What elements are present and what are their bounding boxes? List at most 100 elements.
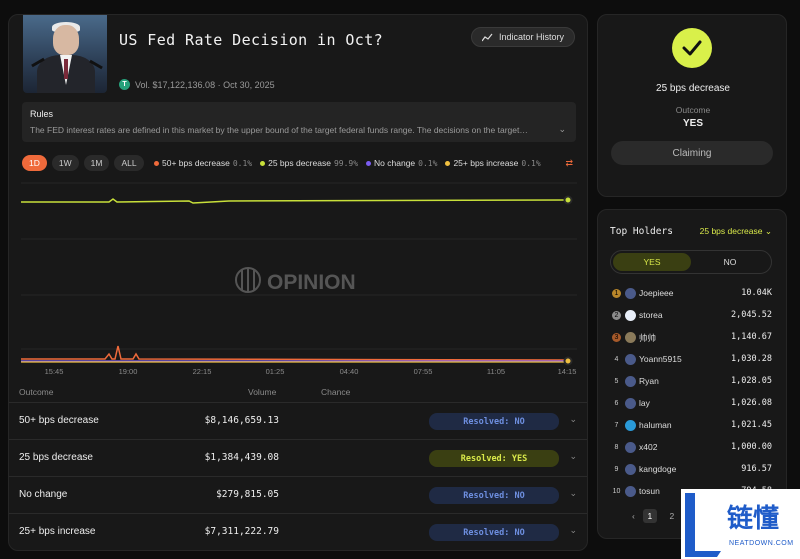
col-outcome: Outcome [19,387,54,397]
rank-badge: 7 [614,422,619,429]
col-volume: Volume [248,387,277,397]
legend-pct: 99.9% [333,158,359,168]
outcome-name: 25 bps decrease [19,452,93,463]
outcome-selector[interactable]: 25 bps decrease ⌄ [700,226,772,237]
holder-row[interactable]: 8 x402 1,000.00 [610,441,774,455]
holder-row[interactable]: 5 Ryan 1,028.05 [610,375,774,389]
x-tick: 01:25 [266,367,285,376]
holder-name: Ryan [639,376,659,386]
avatar [625,332,636,343]
prev-page-icon[interactable]: ‹ [632,511,635,521]
winning-outcome: 25 bps decrease [656,83,730,94]
outcome-volume: $7,311,222.79 [204,526,279,537]
holder-name: 帅帅 [639,333,657,343]
rank-badge: 3 [612,333,621,342]
outcome-volume: $279,815.05 [216,489,279,500]
holder-name: storea [639,310,663,320]
holder-row[interactable]: 4 Yoann5915 1,030.28 [610,353,774,367]
outcome-label: Outcome [675,105,711,115]
settings-sliders-icon[interactable]: ⇄ [565,158,573,168]
chevron-down-icon[interactable]: ⌄ [569,525,577,535]
legend-dot [445,160,451,166]
outcome-value: YES [682,118,703,129]
rules-text: The FED interest rates are defined in th… [30,125,528,135]
avatar [625,420,636,431]
market-panel: US Fed Rate Decision in Oct? Indicator H… [8,14,588,551]
market-title: US Fed Rate Decision in Oct? [119,31,384,49]
claiming-button[interactable]: Claiming [611,141,773,165]
resolved-badge: Resolved: YES [429,450,559,467]
legend-item: 50+ bps decrease 0.1% [154,158,252,168]
holder-row[interactable]: 3 帅帅 1,140.67 [610,331,774,345]
chart-legend: 50+ bps decrease 0.1% 25 bps decrease 99… [154,158,541,168]
indicator-history-button[interactable]: Indicator History [470,27,575,47]
holder-name: x402 [639,442,658,452]
x-tick: 19:00 [119,367,138,376]
holder-amount: 916.57 [741,464,772,474]
chevron-down-icon[interactable]: ⌄ [569,414,577,424]
rank-badge: 9 [614,466,619,473]
resolved-card: 25 bps decrease Outcome YES Claiming [597,14,787,197]
page-button[interactable]: 1 [642,509,657,523]
holder-amount: 1,140.67 [731,332,772,342]
holder-amount: 2,045.52 [731,310,772,320]
rank-badge: 10 [612,488,621,495]
outcome-row[interactable]: 50+ bps decrease $8,146,659.13 Resolved:… [9,403,587,440]
legend-pct: 0.1% [232,158,253,168]
market-image [23,15,107,93]
no-tab[interactable]: NO [723,257,737,267]
avatar [625,486,636,497]
outcome-volume: $8,146,659.13 [204,415,279,426]
tab-all[interactable]: ALL [114,155,144,171]
legend-label: No change [374,158,416,168]
rules-box[interactable]: Rules The FED interest rates are defined… [22,102,576,142]
holder-row[interactable]: 1 Joepieee 10.04K [610,287,774,301]
chevron-down-icon[interactable]: ⌄ [558,124,566,134]
rank-badge: 6 [614,400,619,407]
outcome-name: 50+ bps decrease [19,415,99,426]
series-line-25bps [21,198,570,204]
outcome-row[interactable]: No change $279,815.05 Resolved: NO ⌄ [9,477,587,514]
logo-cn: 链懂 [727,503,779,534]
legend-item: No change 0.1% [366,158,437,168]
yes-tab[interactable]: YES [613,253,691,271]
page-button[interactable]: 2 [669,511,675,521]
price-chart: OPINION 15:45 19:00 22:15 01:25 04:40 07… [21,182,577,376]
holder-row[interactable]: 2 storea 2,045.52 [610,309,774,323]
holder-name: tosun [639,486,660,496]
tab-1m[interactable]: 1M [83,155,110,171]
holder-amount: 1,021.45 [731,420,772,430]
legend-item: 25+ bps increase 0.1% [445,158,541,168]
avatar [625,398,636,409]
avatar [625,354,636,365]
chevron-down-icon[interactable]: ⌄ [569,488,577,498]
x-tick: 11:05 [487,367,505,376]
outcome-volume: $1,384,439.08 [204,452,279,463]
avatar [625,310,636,321]
logo-en: NEATDOWN.COM [729,540,794,547]
tab-1w[interactable]: 1W [51,155,79,171]
series-end-dot [563,195,573,205]
outcomes-table-header: Outcome Volume Chance [9,383,587,403]
x-tick: 14:15 [558,367,577,376]
col-chance: Chance [321,387,351,397]
outcome-row[interactable]: 25+ bps increase $7,311,222.79 Resolved:… [9,514,587,550]
chevron-down-icon[interactable]: ⌄ [569,451,577,461]
yes-no-toggle: YES NO [610,250,772,274]
holder-row[interactable]: 9 kangdoge 916.57 [610,463,774,477]
legend-dot [154,160,159,166]
x-tick: 07:55 [414,367,433,376]
holder-amount: 1,030.28 [731,354,772,364]
outcome-row[interactable]: 25 bps decrease $1,384,439.08 Resolved: … [9,440,587,477]
series-line-50bps [21,345,570,361]
legend-label: 25+ bps increase [453,158,519,168]
tab-1d[interactable]: 1D [22,155,47,171]
x-tick: 04:40 [340,367,359,376]
tether-icon: T [119,79,130,90]
legend-item: 25 bps decrease 99.9% [260,158,358,168]
x-tick: 15:45 [45,367,64,376]
holder-row[interactable]: 6 lay 1,026.08 [610,397,774,411]
rank-badge: 1 [612,289,621,298]
holder-row[interactable]: 7 haluman 1,021.45 [610,419,774,433]
trend-icon [481,33,493,41]
